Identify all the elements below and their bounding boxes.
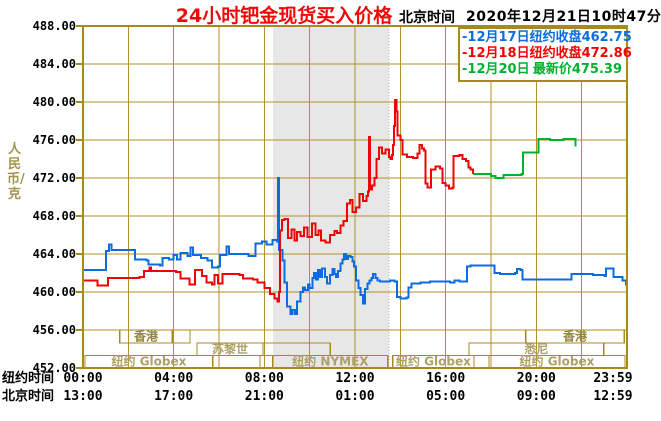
legend-row-1: -12月18日 纽约收盘 472.86 bbox=[460, 46, 632, 62]
legend-value: 472.86 bbox=[581, 46, 632, 61]
series-line-0 bbox=[83, 177, 628, 315]
x-tick-label: 00:00 bbox=[63, 371, 103, 386]
session-label: 纽约 Globex bbox=[520, 354, 595, 369]
x-tick-label: 17:00 bbox=[154, 389, 194, 404]
y-tick-label: 476.00 bbox=[32, 133, 76, 147]
y-axis-unit-label: 人民币/克 bbox=[7, 142, 25, 202]
y-tick-label: 472.00 bbox=[32, 171, 76, 185]
legend-date: -12月20日 bbox=[462, 62, 530, 77]
y-tick-label: 456.00 bbox=[32, 323, 76, 337]
x-tick-label: 09:00 bbox=[516, 389, 556, 404]
y-tick-label: 468.00 bbox=[32, 209, 76, 223]
session-label: 香港 bbox=[562, 329, 588, 344]
session-label: 纽约 NYMEX bbox=[292, 354, 369, 369]
x-tick-label: 13:00 bbox=[63, 389, 103, 404]
x-tick-label: 12:00 bbox=[335, 371, 375, 386]
y-tick-label: 452.00 bbox=[32, 361, 76, 375]
plot-border bbox=[82, 25, 628, 369]
x-tick-label: 08:00 bbox=[244, 371, 284, 386]
x-tick-label: 16:00 bbox=[426, 371, 466, 386]
y-tick-label: 480.00 bbox=[32, 95, 76, 109]
session-label: 纽约 Globex bbox=[396, 354, 471, 369]
legend: -12月17日 纽约收盘 462.75 -12月18日 纽约收盘 472.86 -12月20… bbox=[458, 27, 632, 82]
legend-row-0: -12月17日 纽约收盘 462.75 bbox=[460, 30, 632, 46]
timestamp: 2020年12月21日10时47分 bbox=[466, 9, 661, 25]
y-tick-label: 460.00 bbox=[32, 285, 76, 299]
legend-date: -12月17日 bbox=[462, 30, 530, 45]
session-box bbox=[171, 329, 191, 344]
legend-label: 纽约收盘 bbox=[529, 46, 582, 61]
x-tick-label: 04:00 bbox=[154, 371, 194, 386]
session-box bbox=[259, 354, 274, 369]
beijing-time-row-label: 北京时间 bbox=[2, 389, 55, 404]
session-label: 香港 bbox=[133, 329, 159, 344]
nymex-session-band bbox=[272, 26, 389, 368]
ny-time-row-label: 纽约时间 bbox=[2, 371, 55, 386]
legend-value: 462.75 bbox=[581, 30, 632, 45]
session-label: 纽约 Globex bbox=[112, 354, 187, 369]
y-tick-label: 464.00 bbox=[32, 247, 76, 261]
y-tick-label: 488.00 bbox=[32, 19, 76, 33]
x-tick-label: 23:59 bbox=[593, 371, 633, 386]
session-label: 悉尼 bbox=[523, 341, 548, 356]
x-tick-label: 01:00 bbox=[335, 389, 375, 404]
legend-value: 475.39 bbox=[571, 62, 622, 77]
x-tick-label: 21:00 bbox=[244, 389, 284, 404]
series-line-1 bbox=[83, 99, 474, 303]
series-line-2 bbox=[472, 138, 577, 179]
legend-row-2: -12月20日 最新价 475.39 bbox=[460, 62, 626, 78]
session-box bbox=[473, 354, 490, 369]
session-label: 苏黎世 bbox=[212, 341, 248, 356]
x-tick-label: 05:00 bbox=[426, 389, 466, 404]
page-title: 24小时钯金现货买入价格 bbox=[175, 5, 393, 27]
y-tick-label: 484.00 bbox=[32, 57, 76, 71]
x-tick-label: 12:59 bbox=[593, 389, 633, 404]
beijing-time-label: 北京时间 bbox=[399, 10, 455, 26]
legend-label: 纽约收盘 bbox=[529, 30, 582, 45]
x-tick-label: 20:00 bbox=[516, 371, 556, 386]
legend-date: -12月18日 bbox=[462, 46, 530, 61]
legend-label: 最新价 bbox=[532, 62, 572, 77]
